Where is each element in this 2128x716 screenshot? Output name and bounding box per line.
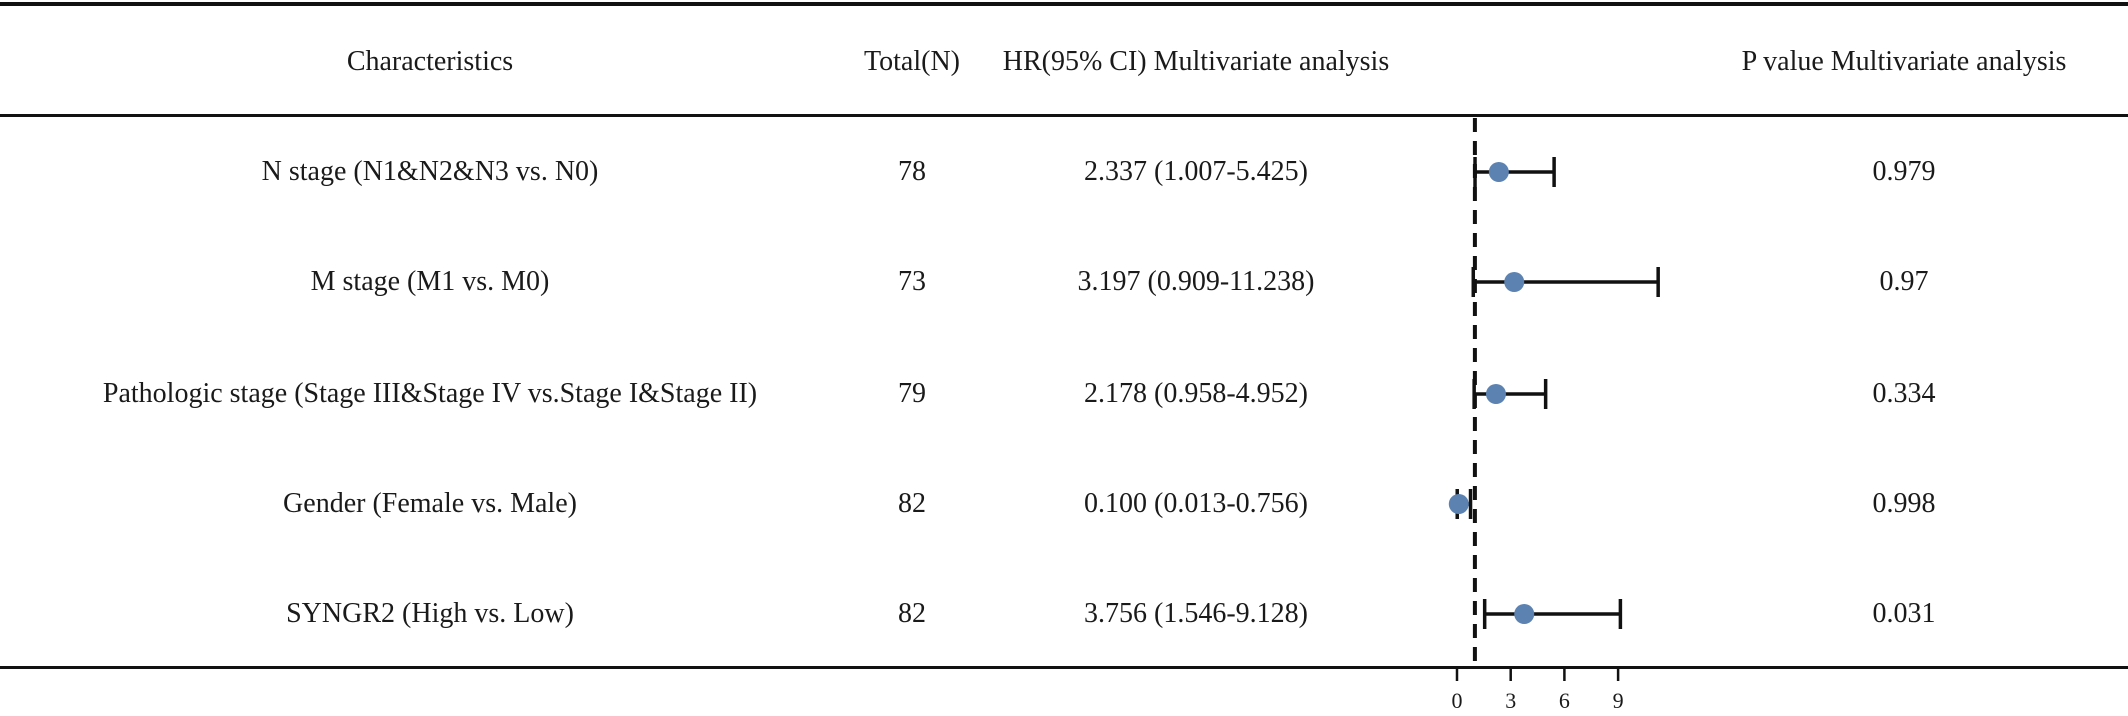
- row-pvalue: 0.998: [1872, 488, 1936, 519]
- row-total: 82: [898, 598, 926, 629]
- header-pvalue: P value Multivariate analysis: [1741, 46, 2067, 77]
- row-total: 73: [898, 266, 926, 297]
- x-tick-label: 9: [1613, 688, 1624, 713]
- row-pvalue: 0.979: [1872, 156, 1936, 187]
- row-hr-text: 3.197 (0.909-11.238): [1077, 266, 1315, 297]
- row-hr-text: 0.100 (0.013-0.756): [1084, 488, 1308, 519]
- hr-point: [1504, 272, 1525, 292]
- hr-point: [1485, 384, 1506, 404]
- header-total: Total(N): [863, 46, 961, 77]
- x-tick-label: 3: [1505, 688, 1516, 713]
- hr-point: [1448, 494, 1469, 514]
- row-label: SYNGR2 (High vs. Low): [286, 598, 574, 629]
- row-label: M stage (M1 vs. M0): [310, 266, 550, 297]
- row-label: Pathologic stage (Stage III&Stage IV vs.…: [102, 378, 758, 409]
- row-hr-text: 2.337 (1.007-5.425): [1084, 156, 1308, 187]
- hr-point: [1514, 604, 1535, 624]
- row-pvalue: 0.97: [1879, 266, 1929, 297]
- row-hr-text: 2.178 (0.958-4.952): [1084, 378, 1308, 409]
- row-total: 78: [898, 156, 926, 187]
- header-rule: [0, 114, 2128, 117]
- x-tick-label: 6: [1559, 688, 1570, 713]
- table-bottom-rule: [0, 666, 2128, 669]
- row-label: Gender (Female vs. Male): [283, 488, 577, 519]
- row-pvalue: 0.031: [1872, 598, 1936, 629]
- row-hr-text: 3.756 (1.546-9.128): [1084, 598, 1308, 629]
- hr-point: [1488, 162, 1509, 182]
- header-hr: HR(95% CI) Multivariate analysis: [1002, 46, 1390, 77]
- row-label: N stage (N1&N2&N3 vs. N0): [261, 156, 599, 187]
- row-pvalue: 0.334: [1872, 378, 1936, 409]
- row-total: 82: [898, 488, 926, 519]
- header-characteristics: Characteristics: [346, 46, 514, 77]
- table-top-rule: [0, 2, 2128, 6]
- row-total: 79: [898, 378, 926, 409]
- x-tick-label: 0: [1452, 688, 1463, 713]
